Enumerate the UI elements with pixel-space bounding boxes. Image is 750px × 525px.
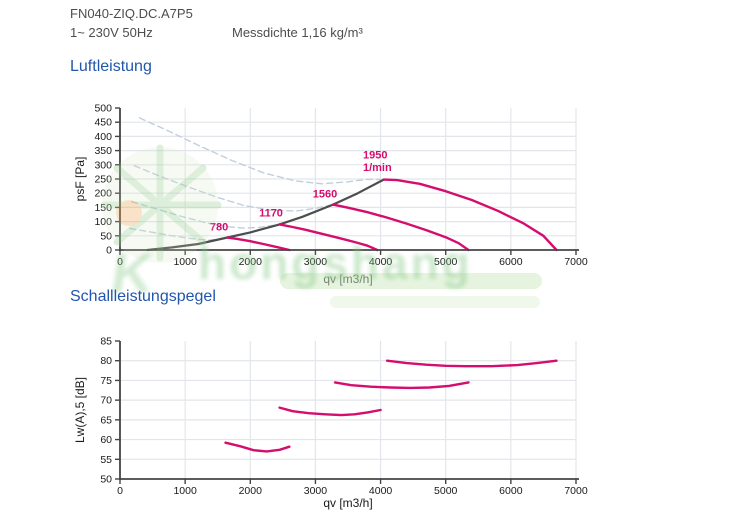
x-tick-label: 3000 [304, 256, 328, 268]
y-axis-title: psF [Pa] [73, 157, 87, 202]
series-1170-1-min [278, 223, 379, 252]
y-tick-label: 80 [100, 355, 112, 367]
x-tick-label: 2000 [239, 485, 263, 497]
curve-label-1-min: 1/min [363, 162, 392, 174]
y-tick-label: 0 [106, 245, 112, 257]
y-tick-label: 75 [100, 375, 112, 387]
curve-label-1560: 1560 [313, 188, 337, 200]
series-1560-1-min [331, 203, 470, 252]
y-tick-label: 200 [94, 188, 112, 200]
x-tick-label: 7000 [564, 485, 588, 497]
x-tick-label: 0 [117, 256, 123, 268]
curves [129, 117, 558, 252]
series-stall-limit-line [146, 178, 385, 252]
x-tick-label: 6000 [499, 485, 523, 497]
y-tick-label: 50 [100, 230, 112, 242]
air-performance-chart: 0 1000 2000 3000 4000 5000 6000 7000 0 50 100 150 20… [73, 103, 588, 287]
series-780-1-min [224, 441, 291, 453]
y-tick-label: 450 [94, 117, 112, 129]
series-1950-1-min-unstable [138, 117, 385, 185]
series-1560-1-min [333, 381, 470, 390]
section-title-sound-power: Schallleistungspegel [70, 288, 216, 305]
y-tick-label: 500 [94, 103, 112, 115]
curves [224, 359, 558, 453]
x-tick-label: 5000 [434, 256, 458, 268]
x-tick-label: 2000 [239, 256, 263, 268]
axes: 0 1000 2000 3000 4000 5000 6000 7000 0 50 100 150 20… [94, 103, 587, 269]
axes: 0 1000 2000 3000 4000 5000 6000 7000 50 55 60 65 70 7… [100, 336, 588, 498]
curve-label-780: 780 [210, 222, 228, 234]
x-tick-label: 5000 [434, 485, 458, 497]
x-axis-title: qv [m3/h] [323, 272, 372, 286]
power-spec: 1~ 230V 50Hz [70, 25, 153, 40]
y-tick-label: 150 [94, 202, 112, 214]
grid [120, 108, 577, 250]
grid [120, 341, 577, 479]
y-tick-label: 50 [100, 474, 112, 486]
series-1950-1-min [385, 359, 558, 368]
curve-label-1170: 1170 [259, 207, 283, 219]
density-spec: Messdichte 1,16 kg/m³ [232, 25, 363, 40]
x-tick-label: 3000 [304, 485, 328, 497]
x-tick-label: 0 [117, 485, 123, 497]
series-1950-1-min [382, 178, 558, 252]
series-780-1-min [226, 236, 291, 252]
y-tick-label: 350 [94, 145, 112, 157]
section-title-air-performance: Luftleistung [70, 58, 152, 75]
y-tick-label: 55 [100, 454, 112, 466]
x-tick-label: 6000 [499, 256, 523, 268]
x-tick-label: 4000 [369, 485, 393, 497]
series-1170-1-min [278, 406, 382, 417]
x-tick-label: 1000 [173, 256, 197, 268]
y-tick-label: 70 [100, 395, 112, 407]
y-tick-label: 100 [94, 216, 112, 228]
y-tick-label: 65 [100, 414, 112, 426]
series-1170-1-min-unstable [131, 201, 281, 229]
y-tick-label: 60 [100, 434, 112, 446]
y-axis-title: Lw(A),5 [dB] [73, 377, 87, 443]
x-tick-label: 7000 [564, 256, 588, 268]
y-tick-label: 300 [94, 159, 112, 171]
x-tick-label: 4000 [369, 256, 393, 268]
curve-label-1950: 1950 [363, 150, 387, 162]
sound-power-chart: 0 1000 2000 3000 4000 5000 6000 7000 50 55 60 65 70 7… [73, 336, 588, 511]
model-number: FN040-ZIQ.DC.A7P5 [70, 6, 193, 21]
x-tick-label: 1000 [173, 485, 197, 497]
y-tick-label: 250 [94, 174, 112, 186]
y-tick-label: 400 [94, 131, 112, 143]
y-tick-label: 85 [100, 336, 112, 348]
series-1560-1-min-unstable [133, 165, 334, 212]
x-axis-title: qv [m3/h] [323, 496, 372, 510]
watermark-band-2 [330, 296, 540, 308]
